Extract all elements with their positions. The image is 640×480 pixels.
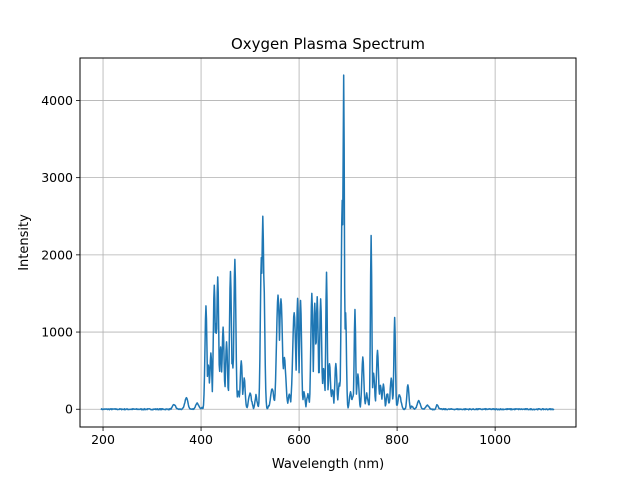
spectrum-line bbox=[100, 74, 555, 411]
y-tick-label: 3000 bbox=[41, 170, 73, 185]
chart-title: Oxygen Plasma Spectrum bbox=[231, 35, 425, 53]
x-tick-label: 400 bbox=[189, 432, 213, 447]
y-tick-label: 1000 bbox=[41, 325, 73, 340]
y-axis-label: Intensity bbox=[17, 214, 32, 271]
series-layer bbox=[100, 74, 555, 411]
y-tick-label: 0 bbox=[65, 402, 73, 417]
plot-frame bbox=[79, 57, 577, 428]
y-axis: 0 1000 2000 3000 4000 bbox=[41, 93, 80, 417]
x-axis: 200 400 600 800 1000 bbox=[91, 427, 511, 447]
y-tick-label: 2000 bbox=[41, 247, 73, 262]
x-axis-label: Wavelength (nm) bbox=[272, 457, 384, 472]
x-tick-label: 1000 bbox=[479, 432, 511, 447]
x-tick-label: 600 bbox=[287, 432, 311, 447]
x-tick-label: 200 bbox=[91, 432, 115, 447]
y-tick-label: 4000 bbox=[41, 93, 73, 108]
x-tick-label: 800 bbox=[385, 432, 409, 447]
